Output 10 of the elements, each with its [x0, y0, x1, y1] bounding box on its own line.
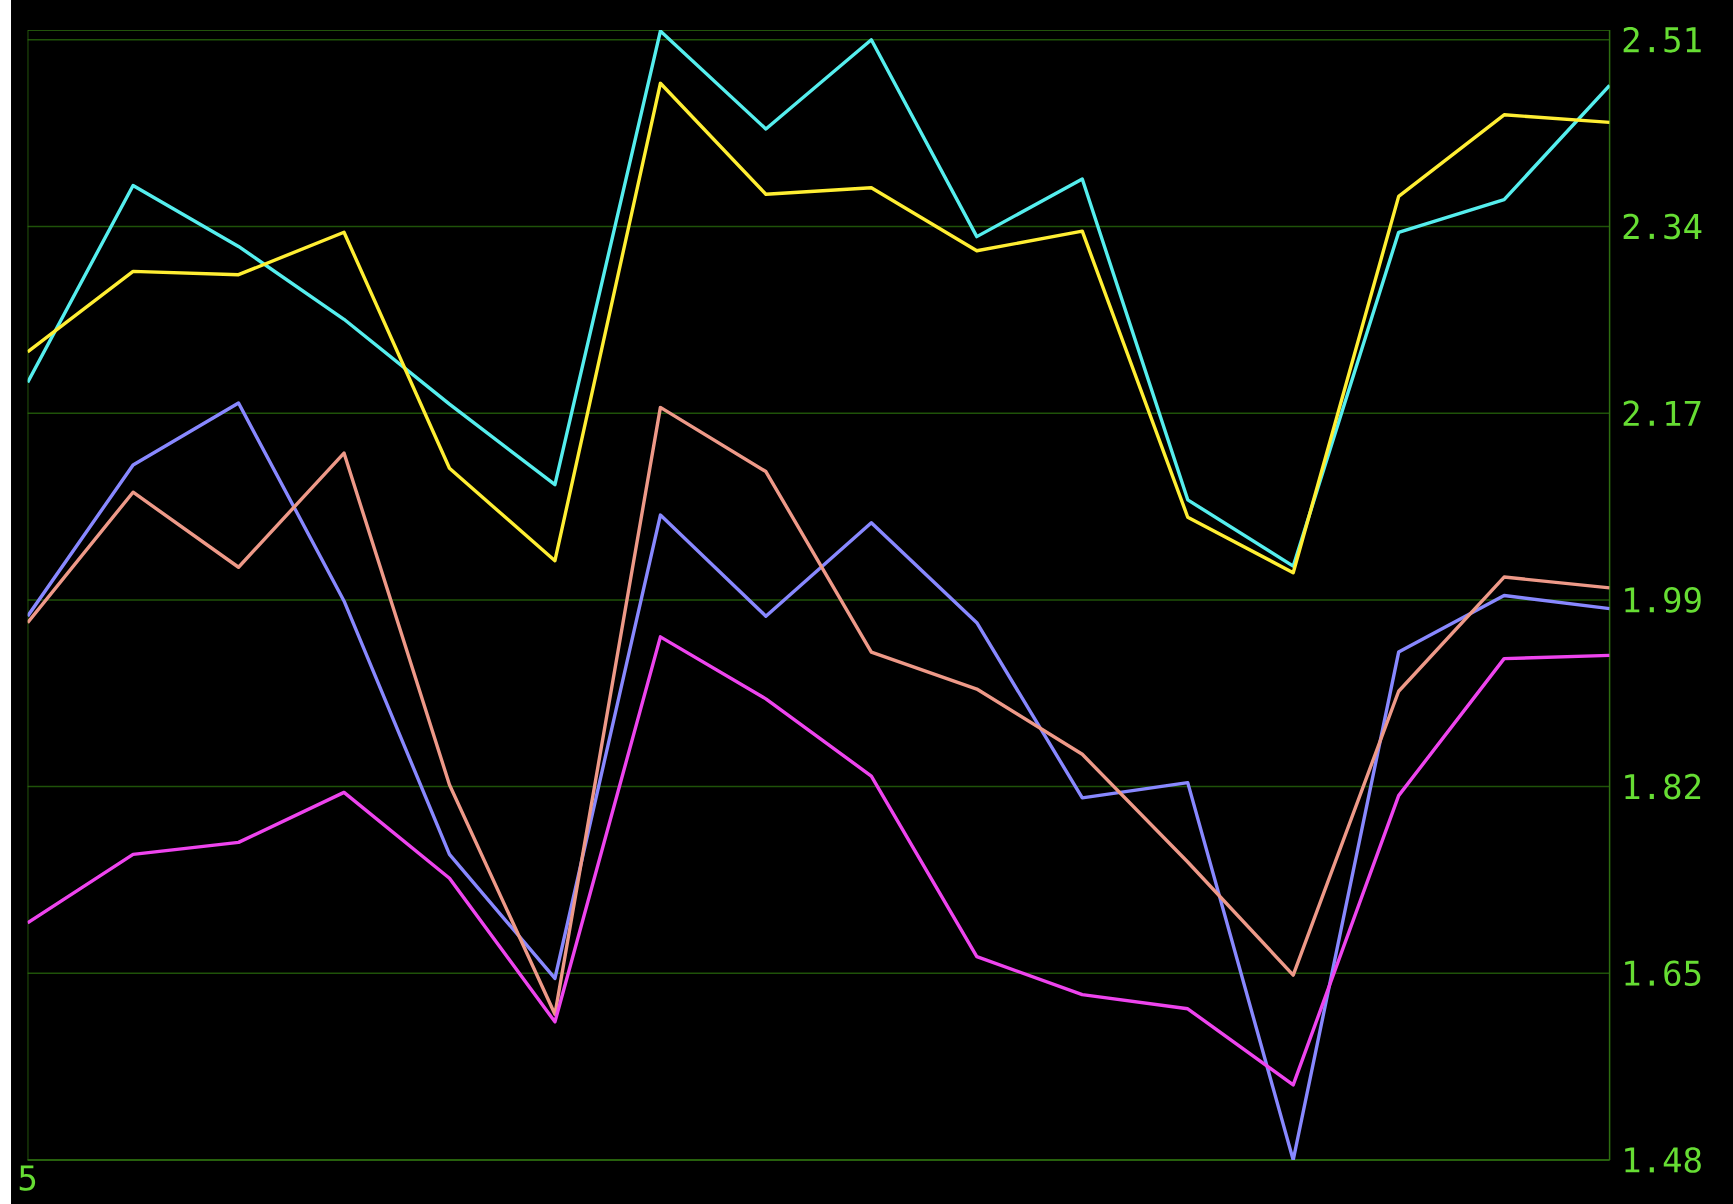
y-tick-label: 2.34 — [1623, 213, 1702, 240]
y-tick-label: 2.17 — [1623, 400, 1701, 426]
y-tick-label: 1.48 — [1625, 1147, 1701, 1173]
y-tick-label: 1.99 — [1625, 587, 1701, 613]
line-series — [27, 635, 1610, 1087]
y-tick-label: 1.82 — [1625, 773, 1701, 800]
line-series — [27, 405, 1610, 1016]
y-tick-label: 2.51 — [1623, 26, 1701, 53]
y-tick-label: 1.65 — [1625, 960, 1701, 987]
x-tick-label: 5 — [19, 1165, 36, 1191]
